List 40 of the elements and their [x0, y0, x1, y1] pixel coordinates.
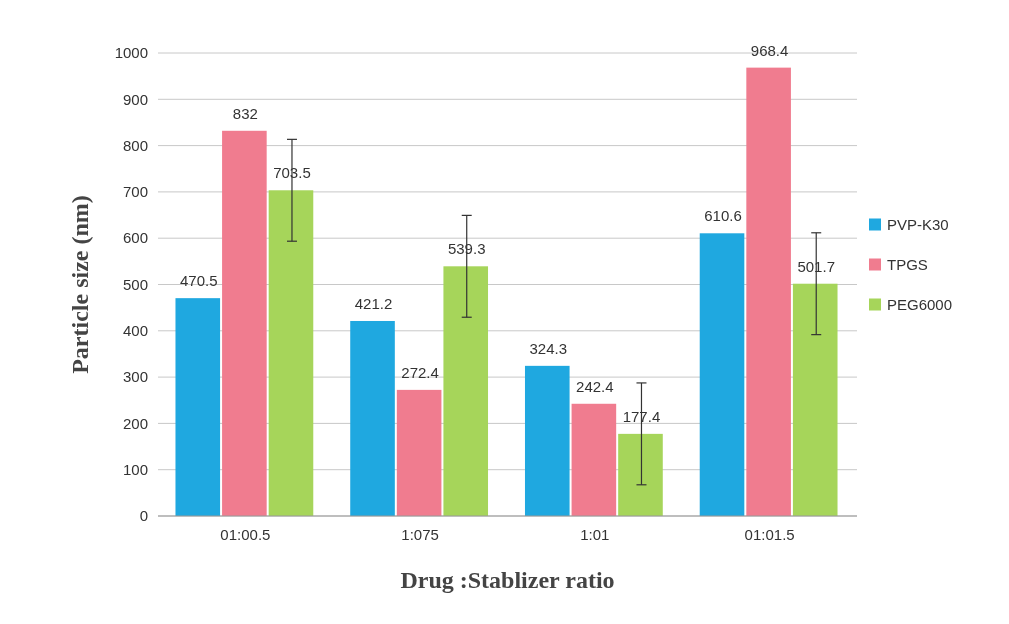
legend-label: TPGS [887, 255, 928, 273]
bar [746, 67, 791, 516]
data-label: 470.5 [180, 272, 218, 290]
x-tick-label: 1:075 [401, 526, 439, 543]
bar [792, 283, 838, 516]
y-tick-label: 800 [122, 136, 148, 154]
legend-label: PVP-K30 [887, 215, 949, 233]
data-label: 272.4 [401, 363, 439, 381]
x-tick-label: 01:00.5 [220, 526, 271, 543]
y-tick-label: 700 [122, 183, 148, 201]
bar [350, 320, 395, 516]
y-tick-label: 600 [122, 229, 148, 247]
data-label: 242.4 [576, 377, 614, 395]
y-tick-label: 200 [122, 414, 148, 432]
data-label: 421.2 [354, 294, 393, 312]
data-label: 324.3 [529, 339, 568, 357]
bar [524, 365, 570, 516]
x-tick-label: 1:01 [580, 526, 610, 543]
y-tick-label: 100 [122, 460, 148, 478]
bar [175, 298, 221, 516]
y-tick-label: 900 [122, 90, 148, 108]
bar [699, 233, 745, 516]
y-tick-label: 300 [122, 368, 148, 386]
y-tick-label: 1000 [114, 44, 148, 62]
bar [268, 190, 314, 516]
y-tick-label: 500 [122, 275, 148, 293]
x-axis-title: Drug :Stablizer ratio [400, 567, 615, 593]
y-axis-title: Particle size (nm) [67, 195, 93, 374]
bar [443, 266, 489, 516]
legend-label: PEG6000 [887, 295, 953, 313]
data-label: 968.4 [750, 41, 789, 59]
bar [571, 403, 617, 516]
data-label: 832 [232, 104, 258, 122]
bar [618, 433, 663, 516]
data-label: 610.6 [704, 207, 742, 225]
x-tick-label: 01:01.5 [744, 526, 795, 543]
bar [222, 130, 267, 516]
y-tick-label: 400 [122, 322, 148, 340]
y-tick-label: 0 [139, 507, 148, 525]
bar [396, 389, 442, 516]
